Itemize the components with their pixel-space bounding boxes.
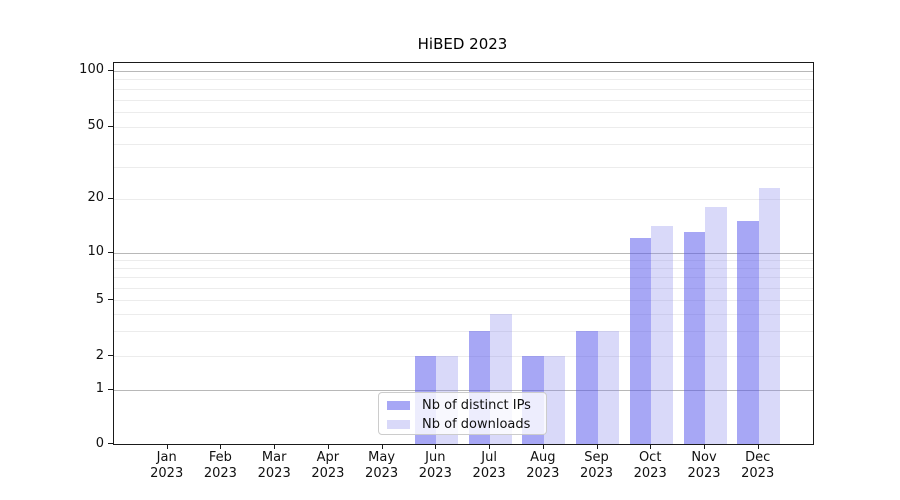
y-tick-mark-50: [108, 125, 113, 127]
bar-ips-sep: [576, 331, 598, 444]
x-tick-label-jun: Jun 2023: [418, 450, 452, 481]
x-tick-mark-aug: [542, 444, 544, 449]
legend-item-distinct-ips: Nb of distinct IPs: [387, 396, 538, 415]
gridline-major-1: [114, 389, 813, 391]
legend: Nb of distinct IPs Nb of downloads: [378, 392, 547, 435]
x-tick-mark-mar: [274, 444, 276, 449]
gridline-minor-40: [114, 144, 813, 146]
gridline-minor-2: [114, 356, 813, 358]
y-tick-mark-100: [108, 69, 113, 71]
gridline-minor-4: [114, 313, 813, 315]
y-tick-mark-10: [108, 251, 113, 253]
gridline-minor-8: [114, 267, 813, 269]
gridline-minor-9: [114, 259, 813, 261]
bar-downloads-nov: [705, 206, 727, 444]
plot-area: [113, 62, 814, 445]
gridline-minor-5: [114, 300, 813, 301]
y-tick-label-20: 20: [87, 190, 104, 206]
y-tick-mark-20: [108, 197, 113, 199]
legend-label-distinct-ips: Nb of distinct IPs: [422, 398, 531, 413]
x-tick-mark-apr: [327, 444, 329, 449]
gridline-major-100: [114, 70, 813, 72]
x-tick-label-apr: Apr 2023: [311, 450, 345, 481]
gridline-minor-3: [114, 331, 813, 333]
y-tick-mark-5: [108, 299, 113, 300]
x-tick-mark-jul: [489, 444, 491, 449]
x-tick-label-dec: Dec 2023: [741, 450, 775, 481]
x-tick-label-sep: Sep 2023: [579, 450, 614, 481]
gridline-minor-90: [114, 79, 813, 81]
bar-downloads-sep: [597, 331, 619, 444]
gridline-major-10: [114, 252, 813, 254]
bar-ips-dec: [737, 221, 759, 444]
x-tick-mark-jun: [435, 444, 437, 449]
bar-downloads-dec: [758, 187, 781, 444]
gridline-minor-20: [114, 198, 813, 200]
y-tick-label-1: 1: [95, 381, 104, 397]
x-tick-label-feb: Feb 2023: [203, 450, 237, 481]
x-tick-mark-feb: [220, 444, 222, 449]
gridlines-layer: [114, 63, 813, 444]
gridline-minor-6: [114, 287, 813, 289]
y-tick-label-5: 5: [95, 291, 104, 307]
bars-layer: [114, 63, 813, 444]
x-tick-mark-nov: [704, 444, 705, 449]
x-tick-mark-may: [381, 444, 383, 449]
x-tick-label-may: May 2023: [365, 450, 399, 481]
bar-ips-nov: [683, 232, 705, 444]
y-tick-mark-1: [108, 388, 113, 390]
x-tick-mark-sep: [596, 444, 598, 449]
y-tick-label-0: 0: [95, 435, 104, 451]
y-tick-label-10: 10: [87, 244, 104, 259]
x-tick-mark-dec: [757, 444, 759, 449]
gridline-minor-70: [114, 99, 813, 101]
gridline-minor-80: [114, 88, 813, 90]
legend-swatch-downloads: [387, 420, 410, 429]
legend-label-downloads: Nb of downloads: [422, 417, 531, 432]
legend-item-downloads: Nb of downloads: [387, 415, 538, 434]
gridline-minor-30: [114, 166, 813, 168]
gridline-minor-7: [114, 276, 813, 278]
bar-downloads-oct: [651, 226, 673, 444]
bar-ips-oct: [629, 238, 652, 444]
chart-title: HiBED 2023: [417, 35, 508, 53]
y-tick-label-50: 50: [87, 118, 104, 134]
x-tick-label-jul: Jul 2023: [472, 450, 506, 481]
bar-downloads-aug: [543, 356, 566, 444]
x-tick-mark-oct: [650, 444, 652, 449]
legend-swatch-distinct-ips: [387, 401, 410, 410]
x-tick-label-aug: Aug 2023: [526, 450, 560, 481]
x-tick-label-oct: Oct 2023: [633, 450, 667, 481]
gridline-minor-60: [114, 112, 813, 113]
y-tick-label-2: 2: [95, 347, 104, 363]
y-tick-label-100: 100: [79, 62, 104, 78]
x-tick-label-jan: Jan 2023: [150, 450, 184, 481]
x-tick-label-mar: Mar 2023: [257, 450, 291, 481]
y-tick-mark-2: [108, 355, 113, 357]
x-tick-label-nov: Nov 2023: [687, 450, 721, 481]
gridline-minor-50: [114, 126, 813, 128]
x-tick-mark-jan: [166, 444, 168, 449]
y-tick-mark-0: [108, 443, 113, 444]
